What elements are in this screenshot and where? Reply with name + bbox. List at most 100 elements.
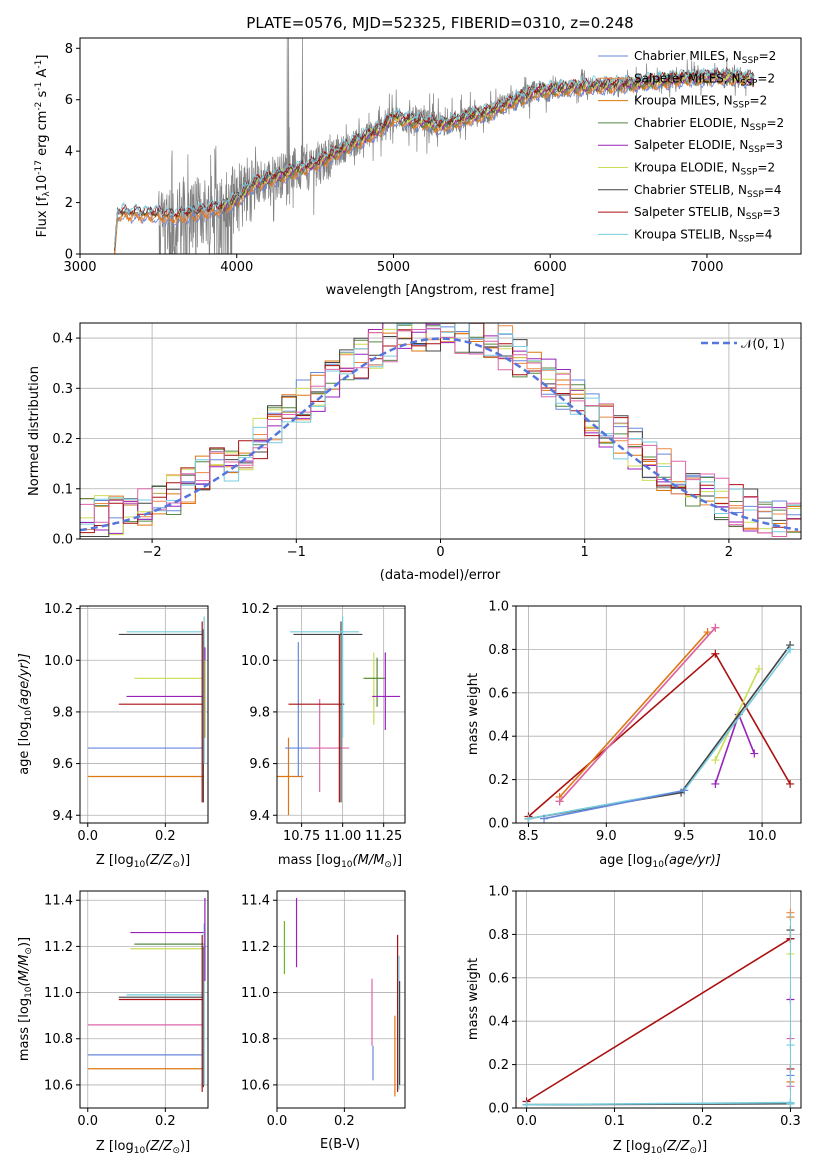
legend-label-chabrier_stelib: Chabrier STELIB, NSSP=4	[634, 183, 782, 200]
age-vs-mass-x-label: mass [log10(M/M⊙)]	[278, 853, 402, 870]
x-tick-label: 0.2	[155, 829, 176, 844]
weight-vs-metallicity-panel: 0.0 0.1 0.2 0.3 0.0 0.2 0.4 0.6 0.8 1.0 Z [log10(…	[466, 885, 802, 1156]
legend-label-chabrier_elodie: Chabrier ELODIE, NSSP=2	[634, 116, 784, 133]
model-spectrum-kroupa_stelib	[114, 66, 755, 248]
axes-frame	[276, 605, 406, 824]
spectrum-x-label: wavelength [Angstrom, rest frame]	[326, 283, 555, 298]
y-tick-label: 8	[65, 42, 73, 57]
y-tick-label: 9.8	[52, 705, 73, 720]
y-tick-label: 10.2	[44, 602, 73, 617]
legend-label-kroupa_miles: Kroupa MILES, NSSP=2	[634, 94, 767, 111]
x-tick-label: 11.25	[365, 829, 402, 844]
series-line-extra_pink	[559, 627, 716, 802]
y-tick-label: 0.2	[52, 432, 73, 447]
marker-chabrier_miles	[680, 786, 689, 795]
age-vs-mass-panel: 10.75 11.00 11.25 9.4 9.6 9.8 10.0 10.2 mass [l…	[241, 602, 406, 870]
histogram-kroupa_stelib	[80, 323, 801, 533]
spectrum-y-label: Flux [fλ10-17 erg cm-2 s-1 A-1]	[34, 55, 52, 238]
plot-content	[87, 897, 206, 1092]
weight-vs-metallicity-plot-area: 0.0 0.1 0.2 0.3 0.0 0.2 0.4 0.6 0.8 1.0	[488, 885, 802, 1129]
model-spectrum-salpeter_miles	[114, 75, 755, 254]
age-vs-metallicity-plot-area: 0.0 0.2 9.4 9.6 9.8 10.0 10.2	[44, 602, 209, 844]
y-tick-label: 4	[65, 145, 73, 160]
y-tick-label: 1.0	[488, 600, 509, 615]
marker-kroupa_miles	[703, 628, 712, 637]
x-tick-label: 0.3	[780, 1114, 801, 1129]
y-tick-label: 0.2	[488, 773, 509, 788]
residual-plot-area: −2 −1 0 1 2 0.0 0.1 0.2 0.3 0.4	[52, 322, 802, 560]
age-vs-metallicity-y-label: age [log10(age/yr)]	[17, 653, 34, 775]
marker-kroupa_stelib	[522, 1100, 531, 1108]
y-tick-label: 10.0	[44, 654, 73, 669]
x-tick-label: 0.2	[334, 1114, 355, 1129]
y-tick-label: 1.0	[488, 885, 509, 900]
marker-kroupa_stelib	[786, 645, 795, 654]
residual-y-label: Normed distribution	[27, 366, 42, 496]
y-tick-label: 2	[65, 196, 73, 211]
weight-vs-age-x-label: age [log10(age/yr)]	[599, 853, 721, 870]
legend-label-salpeter_elodie: Salpeter ELODIE, NSSP=3	[634, 138, 783, 155]
marker-chabrier_miles	[540, 814, 549, 823]
age-vs-mass-plot-area: 10.75 11.00 11.25 9.4 9.6 9.8 10.0 10.2	[241, 602, 406, 844]
spectrum-plot-area: 3000 4000 5000 6000 7000 0 2 4 6 8	[63, 37, 802, 275]
x-tick-label: 1	[581, 545, 589, 560]
model-spectrum-salpeter_stelib	[114, 66, 755, 245]
plot-content	[80, 323, 801, 537]
axes-frame	[79, 890, 209, 1109]
x-tick-label: 10.0	[748, 829, 777, 844]
x-tick-label: 2	[725, 545, 733, 560]
axis-frame: 0.0 0.2 10.6 10.8 11.0 11.2 11.4	[44, 890, 209, 1129]
y-tick-label: 11.0	[241, 986, 270, 1001]
axis-frame: 8.5 9.0 9.5 10.0 0.0 0.2 0.4 0.6 0.8 1.0	[488, 600, 802, 844]
x-tick-label: 11.00	[324, 829, 361, 844]
marker-extra_pink	[711, 623, 720, 632]
x-tick-label: 5000	[377, 260, 410, 275]
axis-frame: 0.0 0.2 9.4 9.6 9.8 10.0 10.2	[44, 602, 209, 844]
x-tick-label: 7000	[690, 260, 723, 275]
model-spectrum-chabrier_miles	[114, 76, 755, 254]
y-tick-label: 0.6	[488, 686, 509, 701]
axis-frame: 3000 4000 5000 6000 7000 0 2 4 6 8	[63, 37, 802, 275]
legend-label-salpeter_miles: Salpeter MILES, NSSP=2	[634, 71, 775, 88]
series-line-kroupa_stelib	[526, 1101, 791, 1106]
axes-frame	[276, 890, 406, 1109]
axes-frame	[515, 605, 802, 824]
y-tick-label: 0.0	[52, 533, 73, 548]
x-tick-label: 10.75	[283, 829, 320, 844]
y-tick-label: 0.0	[488, 1102, 509, 1117]
y-tick-label: 11.0	[44, 986, 73, 1001]
y-tick-label: 0.3	[52, 382, 73, 397]
legend-label-kroupa_stelib: Kroupa STELIB, NSSP=4	[634, 227, 772, 244]
spectrum-legend: Chabrier MILES, NSSP=2 Salpeter MILES, NS…	[598, 49, 784, 244]
x-tick-label: 0.1	[604, 1114, 625, 1129]
x-tick-label: 0.0	[77, 1114, 98, 1129]
y-tick-label: 9.4	[52, 809, 73, 824]
mass-vs-metallicity-plot-area: 0.0 0.2 10.6 10.8 11.0 11.2 11.4	[44, 890, 209, 1129]
model-spectrum-chabrier_stelib	[114, 68, 755, 251]
y-tick-label: 0.8	[488, 643, 509, 658]
y-tick-label: 0	[65, 248, 73, 263]
axis-frame: −2 −1 0 1 2 0.0 0.1 0.2 0.3 0.4	[52, 322, 802, 560]
axis-frame: 0.0 0.2 10.6 10.8 11.0 11.2 11.4	[241, 890, 406, 1129]
x-tick-label: 0.0	[516, 1114, 537, 1129]
mass-vs-metallicity-x-label: Z [log10(Z/Z⊙)]	[96, 1139, 190, 1156]
y-tick-label: 11.4	[241, 894, 270, 909]
mass-vs-extinction-plot-area: 0.0 0.2 10.6 10.8 11.0 11.2 11.4	[241, 890, 406, 1129]
gaussian-legend-label: 𝒩(0, 1)	[741, 337, 785, 351]
x-tick-label: 0	[436, 545, 444, 560]
axes-frame	[79, 37, 802, 255]
y-tick-label: 10.6	[241, 1078, 270, 1093]
x-tick-label: 9.5	[674, 829, 695, 844]
marker-salpeter_elodie	[750, 749, 759, 758]
y-tick-label: 11.4	[44, 894, 73, 909]
y-tick-label: 10.8	[44, 1032, 73, 1047]
x-tick-label: 3000	[63, 260, 96, 275]
plot-content	[522, 908, 795, 1108]
y-tick-label: 11.2	[44, 940, 73, 955]
weight-vs-metallicity-y-label: mass weight	[466, 958, 481, 1040]
age-vs-metallicity-panel: 0.0 0.29.49.69.810.010.2 Z [log10(Z/Z⊙)] …	[17, 602, 209, 870]
mass-vs-extinction-x-label: E(B-V)	[320, 1137, 360, 1152]
marker-kroupa_elodie	[711, 756, 720, 765]
y-tick-label: 0.8	[488, 928, 509, 943]
